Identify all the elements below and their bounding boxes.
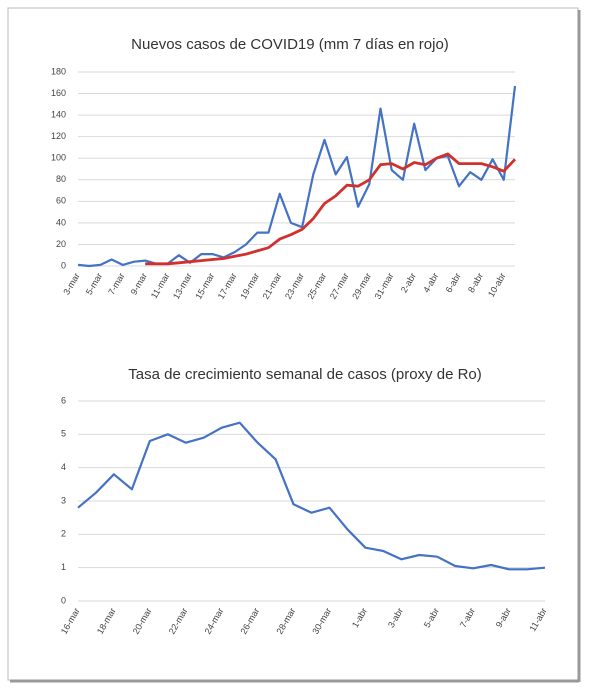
y-tick-label: 3	[61, 495, 66, 505]
series-line	[145, 152, 517, 266]
y-tick-label: 40	[56, 217, 66, 227]
chart-title: Tasa de crecimiento semanal de casos (pr…	[128, 366, 482, 383]
frame	[7, 7, 579, 681]
y-tick-label: 0	[61, 595, 66, 605]
y-tick-label: 80	[56, 174, 66, 184]
y-tick-label: 0	[61, 260, 66, 270]
y-tick-label: 120	[51, 131, 66, 141]
y-tick-label: 180	[51, 66, 66, 76]
chart-title: Nuevos casos de COVID19 (mm 7 días en ro…	[131, 36, 449, 53]
y-tick-label: 100	[51, 153, 66, 163]
y-tick-label: 5	[61, 429, 66, 439]
y-tick-label: 20	[56, 239, 66, 249]
y-tick-label: 4	[61, 462, 66, 472]
y-tick-label: 6	[61, 395, 66, 405]
y-tick-label: 60	[56, 196, 66, 206]
series-line	[77, 421, 546, 571]
y-tick-label: 1	[61, 562, 66, 572]
y-tick-label: 140	[51, 109, 66, 119]
y-tick-label: 160	[51, 88, 66, 98]
y-tick-label: 2	[61, 529, 66, 539]
